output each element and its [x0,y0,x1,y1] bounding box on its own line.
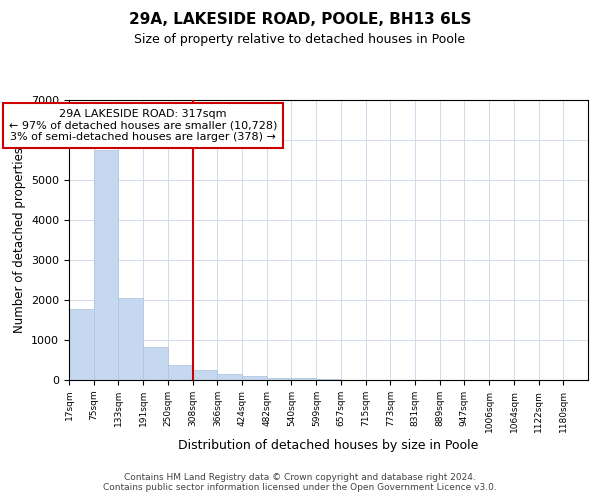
Bar [193,370,217,380]
Bar [316,379,341,380]
Text: 29A LAKESIDE ROAD: 317sqm
← 97% of detached houses are smaller (10,728)
3% of se: 29A LAKESIDE ROAD: 317sqm ← 97% of detac… [9,109,277,142]
Bar [143,347,167,380]
Bar [94,150,118,380]
Bar [168,366,193,380]
Bar [266,378,292,380]
Y-axis label: Number of detached properties: Number of detached properties [13,147,26,333]
Bar [292,378,316,380]
Bar [69,309,94,380]
Bar [242,376,266,380]
Text: Contains HM Land Registry data © Crown copyright and database right 2024.
Contai: Contains HM Land Registry data © Crown c… [103,473,497,492]
Bar [118,298,143,380]
X-axis label: Distribution of detached houses by size in Poole: Distribution of detached houses by size … [178,439,479,452]
Text: Size of property relative to detached houses in Poole: Size of property relative to detached ho… [134,32,466,46]
Bar [217,374,242,380]
Text: 29A, LAKESIDE ROAD, POOLE, BH13 6LS: 29A, LAKESIDE ROAD, POOLE, BH13 6LS [129,12,471,28]
